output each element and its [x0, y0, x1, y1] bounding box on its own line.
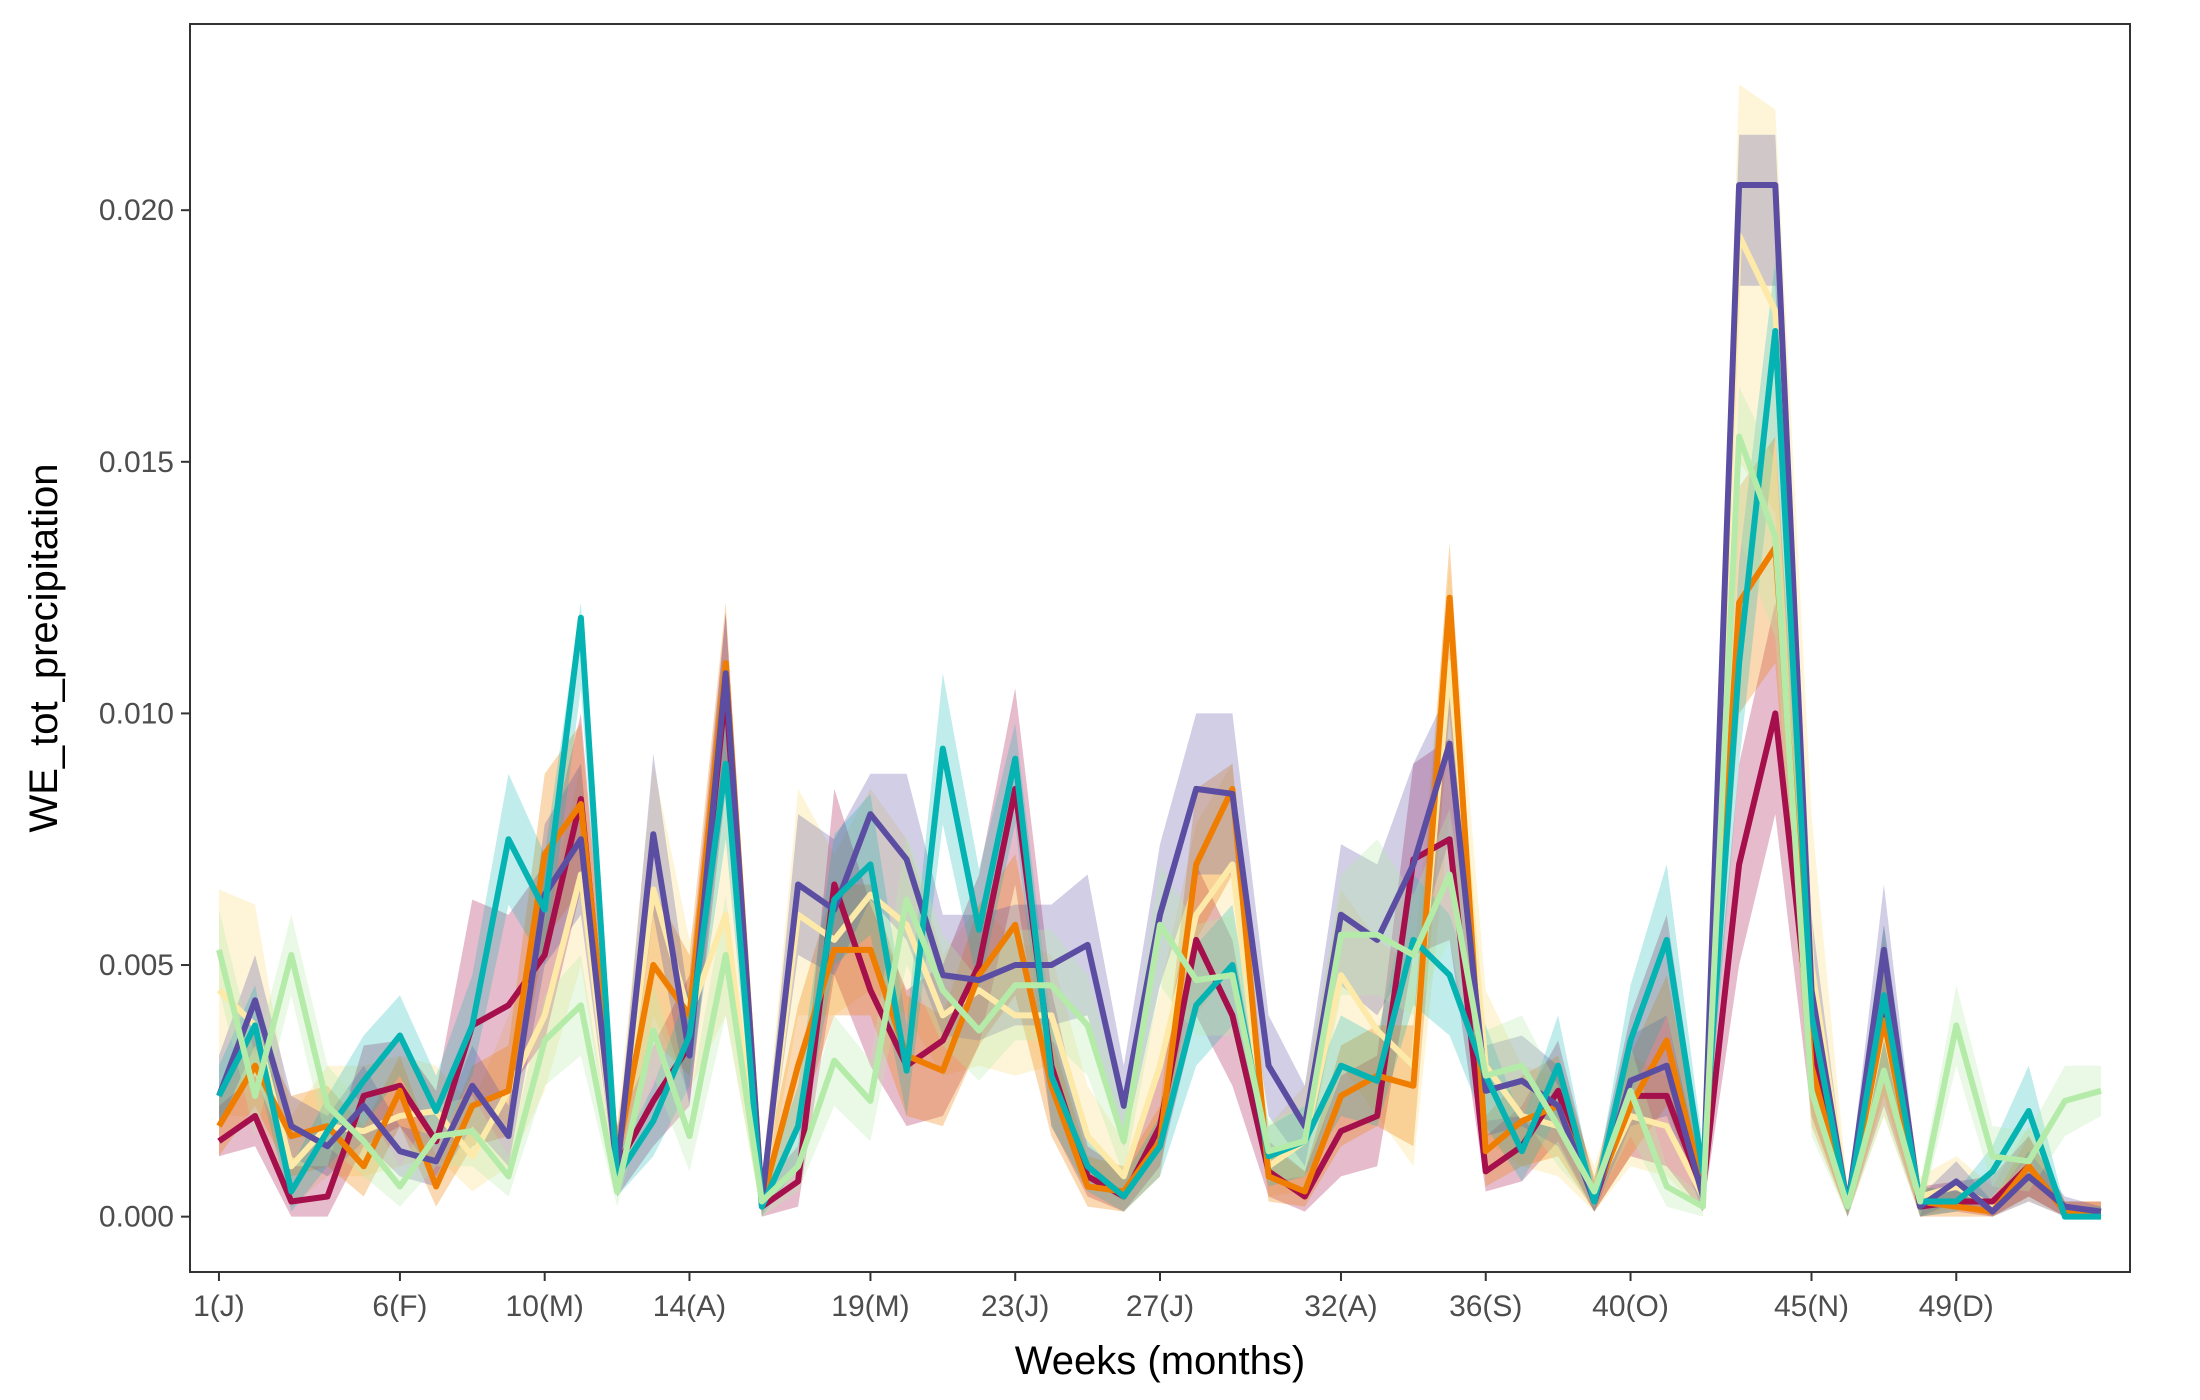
- x-tick-label: 10(M): [506, 1290, 584, 1323]
- x-tick-label: 14(A): [653, 1290, 726, 1323]
- x-tick-label: 19(M): [831, 1290, 909, 1323]
- series-2-band: [219, 602, 2101, 1217]
- y-axis: 0.000 0.005 0.010 0.015 0.020: [99, 194, 190, 1234]
- y-tick-label: 0.020: [99, 194, 174, 227]
- y-axis-title: WE_tot_precipitation: [22, 463, 66, 832]
- x-tick-label: 27(J): [1126, 1290, 1194, 1323]
- y-tick-label: 0.015: [99, 446, 174, 479]
- series-5-line: [216, 328, 2101, 1220]
- y-tick-label: 0.000: [99, 1201, 174, 1234]
- x-tick-label: 45(N): [1774, 1290, 1849, 1323]
- x-tick-label: 1(J): [193, 1290, 245, 1323]
- x-tick-label: 40(O): [1592, 1290, 1669, 1323]
- y-tick-label: 0.010: [99, 697, 174, 730]
- x-tick-label: 6(F): [372, 1290, 427, 1323]
- x-tick-label: 36(S): [1449, 1290, 1522, 1323]
- x-tick-label: 32(A): [1304, 1290, 1377, 1323]
- x-axis: 1(J) 6(F) 10(M) 14(A) 19(M) 23(J) 27(J) 32(A) 36…: [193, 1272, 1994, 1323]
- x-tick-label: 49(D): [1919, 1290, 1994, 1323]
- series-6-line: [216, 433, 2102, 1210]
- series-lines: [216, 182, 2102, 1220]
- x-tick-label: 23(J): [981, 1290, 1049, 1323]
- x-axis-title: Weeks (months): [1015, 1339, 1305, 1383]
- y-tick-label: 0.005: [99, 949, 174, 982]
- series-4-line: [216, 182, 2102, 1215]
